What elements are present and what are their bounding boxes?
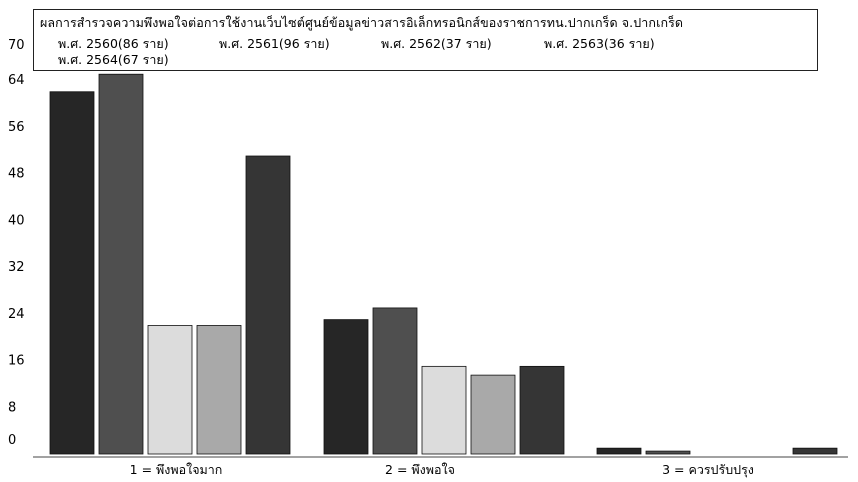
bar-3-0 (196, 325, 242, 455)
bar-3-1 (470, 374, 516, 455)
y-tick-label: 8 (8, 400, 16, 415)
category-label: 2 = พึงพอใจ (385, 462, 455, 477)
bar-1-0 (98, 73, 144, 455)
y-tick-label: 70 (8, 38, 25, 53)
y-tick-label: 32 (8, 260, 25, 275)
bar-2-1 (421, 365, 467, 455)
legend-item-2561: พ.ศ. 2561(96 ราย) (219, 36, 330, 51)
bar-4-0 (245, 155, 291, 455)
y-tick-label: 24 (8, 307, 25, 322)
chart-title: ผลการสำรวจความพึงพอใจต่อการใช้งานเว็บไซต… (40, 15, 684, 30)
legend-item-2562: พ.ศ. 2562(37 ราย) (381, 36, 492, 51)
category-label: 3 = ควรปรับปรุง (662, 462, 754, 478)
bar-1-2 (645, 450, 691, 455)
legend: ผลการสำรวจความพึงพอใจต่อการใช้งานเว็บไซต… (33, 9, 818, 71)
bar-4-2 (792, 447, 838, 455)
y-tick-label: 64 (8, 73, 25, 88)
bar-1-1 (372, 307, 418, 455)
category-label: 1 = พึงพอใจมาก (130, 462, 223, 477)
bar-2-0 (147, 325, 193, 455)
bar-0-2 (596, 447, 642, 455)
legend-item-2563: พ.ศ. 2563(36 ราย) (544, 36, 655, 51)
y-tick-label: 0 (8, 433, 16, 448)
bar-0-1 (323, 319, 369, 455)
y-tick-label: 56 (8, 120, 25, 135)
y-tick-label: 48 (8, 167, 25, 182)
legend-item-2560: พ.ศ. 2560(86 ราย) (58, 36, 169, 51)
bar-0-0 (49, 91, 95, 455)
y-tick-label: 16 (8, 354, 25, 369)
legend-item-2564: พ.ศ. 2564(67 ราย) (58, 52, 169, 67)
bar-4-1 (519, 365, 565, 455)
y-tick-label: 40 (8, 213, 25, 228)
